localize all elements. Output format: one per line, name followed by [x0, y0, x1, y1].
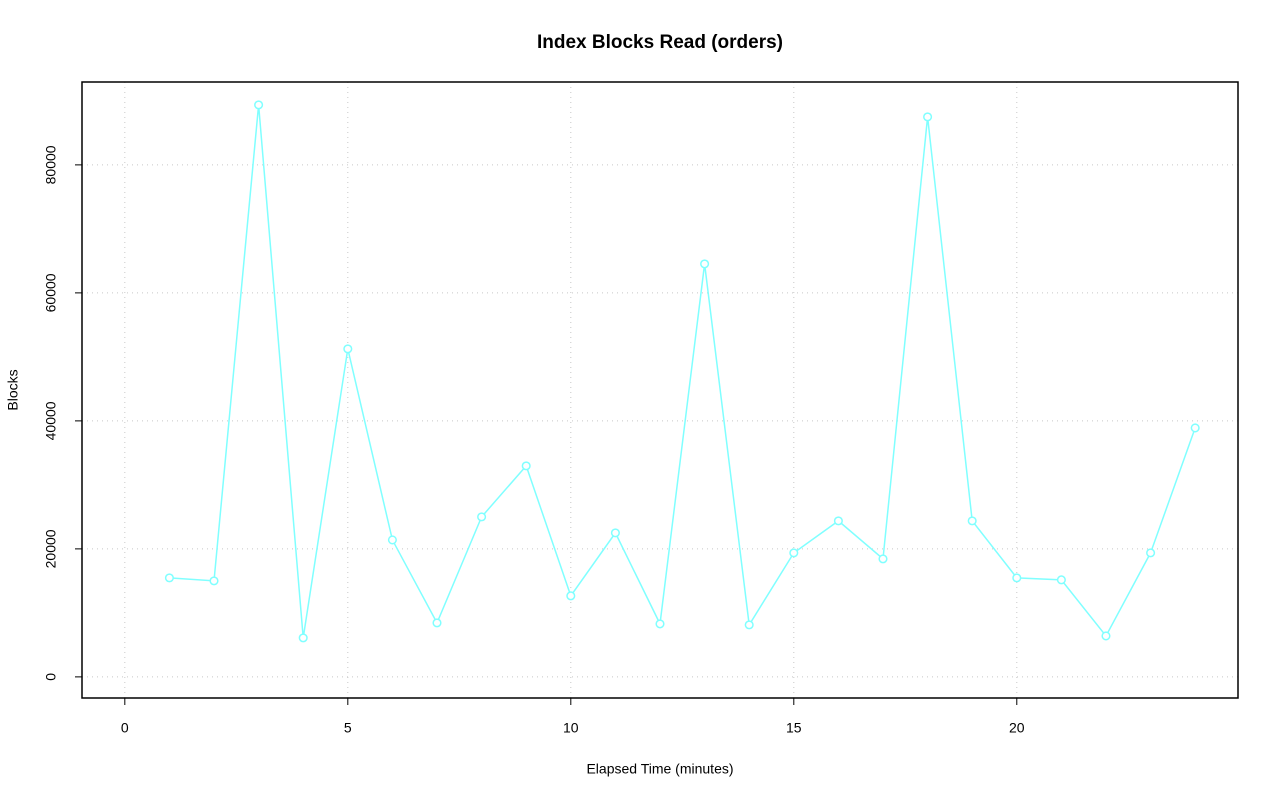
y-axis-label: Blocks — [5, 369, 21, 410]
data-point — [1012, 573, 1022, 583]
data-point — [878, 554, 888, 564]
data-point — [254, 100, 264, 110]
data-point — [566, 591, 576, 601]
x-tick-label: 10 — [563, 720, 579, 736]
data-point — [432, 618, 442, 628]
data-line — [169, 104, 1196, 638]
y-tick-label: 20000 — [43, 529, 59, 568]
data-point — [343, 344, 353, 354]
x-axis-label: Elapsed Time (minutes) — [586, 761, 733, 777]
data-point — [1190, 423, 1200, 433]
data-point — [789, 548, 799, 558]
data-point — [610, 528, 620, 538]
data-point — [521, 461, 531, 471]
x-tick-label: 0 — [121, 720, 129, 736]
data-point — [744, 620, 754, 630]
chart-title: Index Blocks Read (orders) — [537, 32, 783, 53]
data-point — [1101, 631, 1111, 641]
data-point — [387, 535, 397, 545]
data-point — [700, 259, 710, 269]
x-tick-label: 5 — [344, 720, 352, 736]
data-point — [164, 573, 174, 583]
data-point — [833, 516, 843, 526]
data-point — [209, 576, 219, 586]
y-tick-label: 40000 — [43, 401, 59, 440]
data-point — [655, 619, 665, 629]
data-point — [477, 512, 487, 522]
data-point — [1146, 548, 1156, 558]
data-point — [967, 516, 977, 526]
data-point — [1056, 575, 1066, 585]
x-tick-label: 20 — [1009, 720, 1025, 736]
data-point — [298, 633, 308, 643]
y-tick-label: 80000 — [43, 145, 59, 184]
y-tick-label: 60000 — [43, 273, 59, 312]
x-tick-label: 15 — [786, 720, 802, 736]
data-point — [923, 112, 933, 122]
plot-frame — [81, 81, 1239, 699]
y-tick-label: 0 — [43, 673, 59, 681]
